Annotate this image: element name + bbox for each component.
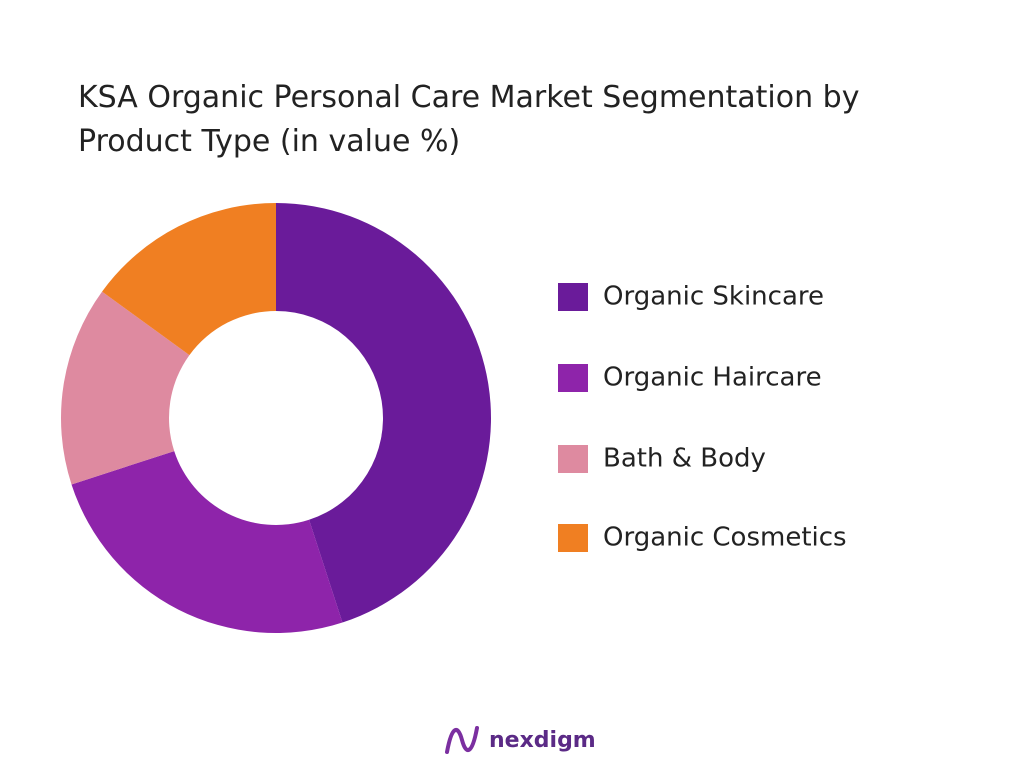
legend-label: Bath & Body [603, 444, 766, 474]
donut-segment [276, 203, 492, 623]
legend-swatch [558, 524, 588, 552]
legend-swatch [558, 283, 588, 311]
logo-icon [445, 726, 479, 754]
legend-label: Organic Haircare [603, 363, 822, 393]
legend-swatch [558, 364, 588, 392]
legend-label: Organic Cosmetics [603, 523, 847, 553]
brand: nexdigm [489, 728, 596, 753]
legend-label: Organic Skincare [603, 282, 824, 312]
donut-segment [60, 291, 190, 485]
donut-segment [71, 451, 343, 633]
donut-segment [102, 203, 277, 356]
legend-swatch [558, 445, 588, 473]
chart-title: KSA Organic Personal Care Market Segment… [78, 80, 860, 159]
